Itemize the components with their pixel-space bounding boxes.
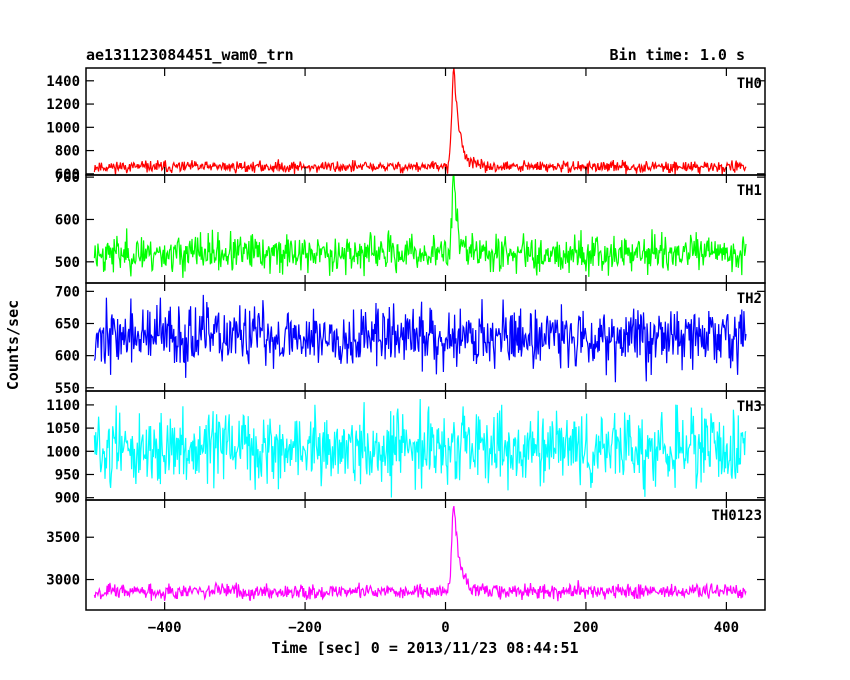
- y-tick-label: 1000: [46, 120, 80, 136]
- panel-label: TH2: [737, 291, 762, 307]
- panel-th0123: 3000 3500 TH0123: [46, 499, 766, 611]
- y-tick-label: 700: [55, 284, 80, 300]
- y-tick-label: 1050: [46, 421, 80, 437]
- y-tick-label: 1200: [46, 97, 80, 113]
- panel-label: TH1: [737, 183, 762, 199]
- y-tick-label: 650: [55, 317, 80, 333]
- x-tick-label: 400: [714, 620, 739, 636]
- y-tick-label: 550: [55, 381, 80, 397]
- panel-frame: [85, 67, 766, 176]
- y-tick-label: 700: [55, 170, 80, 186]
- panel-th3: 900 950 1000 1050 1100 TH3: [46, 390, 766, 507]
- y-tick-label: 600: [55, 212, 80, 228]
- y-tick-label: 3500: [46, 530, 80, 546]
- x-axis-title: Time [sec] 0 = 2013/11/23 08:44:51: [271, 639, 578, 657]
- x-tick-label: 0: [441, 620, 449, 636]
- panel-label: TH0: [737, 76, 762, 92]
- chart-title-right: Bin time: 1.0 s: [610, 46, 745, 64]
- y-tick-label: 1100: [46, 398, 80, 414]
- panel-label: TH3: [737, 399, 762, 415]
- y-tick-label: 600: [55, 167, 80, 183]
- y-tick-label: 600: [55, 349, 80, 365]
- x-tick-label: 200: [573, 620, 598, 636]
- series-th3: [93, 398, 747, 498]
- panel-th0: 600 800 1000 1200 1400 TH0: [46, 67, 766, 183]
- x-tick-label: −400: [148, 620, 182, 636]
- series-th2: [93, 294, 747, 383]
- x-tick-label: −200: [288, 620, 322, 636]
- y-tick-label: 1000: [46, 444, 80, 460]
- y-tick-label: 950: [55, 467, 80, 483]
- y-axis-title: Counts/sec: [4, 300, 22, 390]
- y-tick-label: 900: [55, 491, 80, 507]
- panel-th2: 550 600 650 700 TH2: [55, 282, 766, 397]
- panel-frame: [85, 499, 766, 611]
- y-tick-label: 1400: [46, 74, 80, 90]
- y-tick-label: 500: [55, 255, 80, 271]
- y-tick-label: 3000: [46, 573, 80, 589]
- chart-title-left: ae131123084451_wam0_trn: [86, 46, 294, 64]
- y-tick-label: 800: [55, 144, 80, 160]
- panel-label: TH0123: [711, 508, 762, 524]
- series-th1: [93, 174, 747, 278]
- series-th0123: [93, 505, 747, 602]
- series-th0: [93, 67, 747, 176]
